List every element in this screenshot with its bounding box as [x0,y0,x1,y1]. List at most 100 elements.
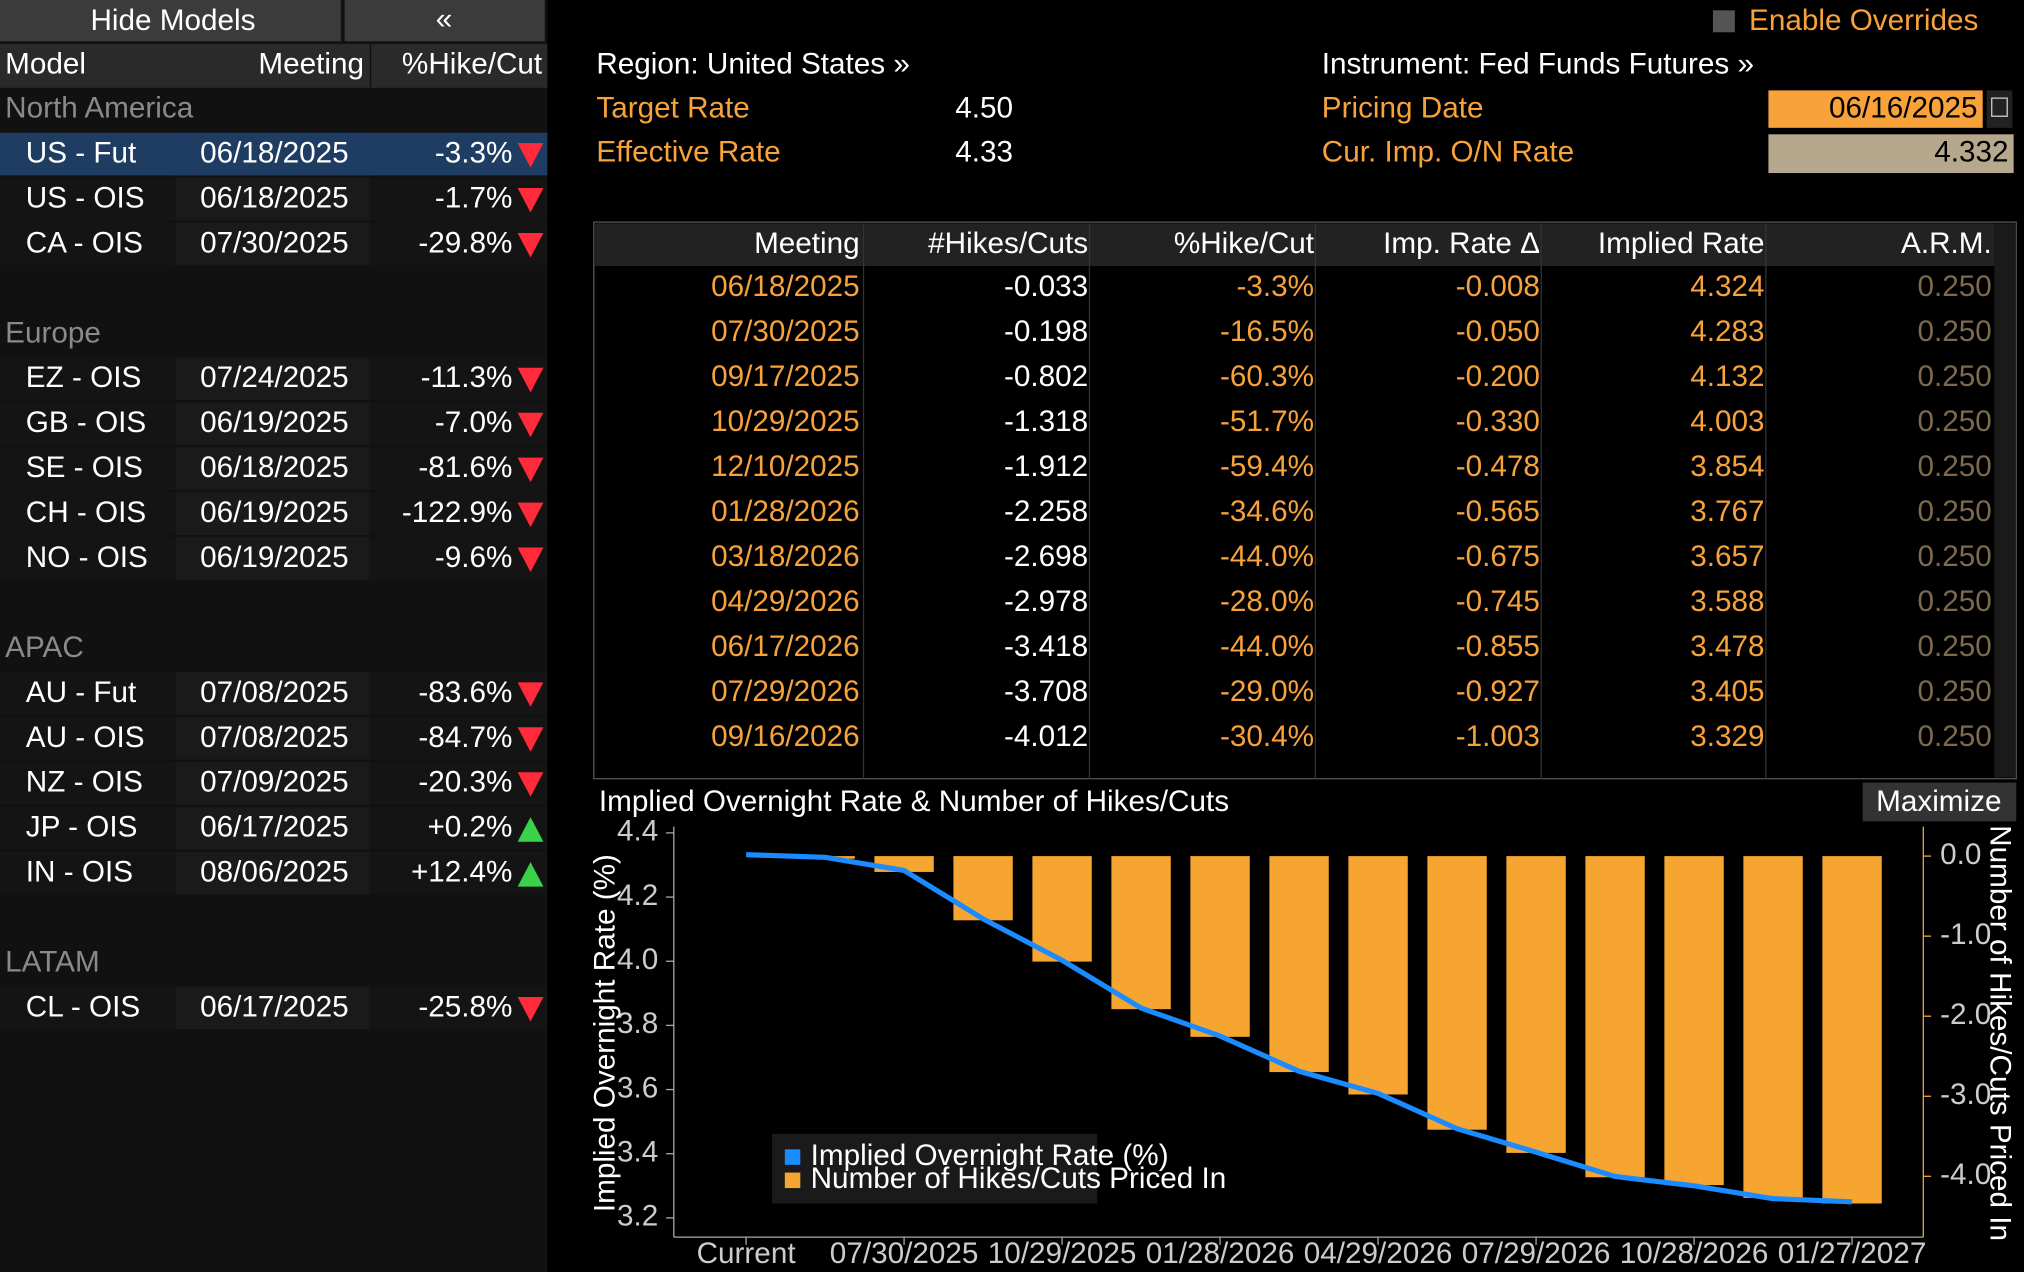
table-cell: 4.003 [1690,405,1764,438]
table-cell: -16.5% [1220,315,1314,348]
y2-tick-label: 0.0 [1940,838,1981,871]
meeting-cell-bg [175,222,370,266]
bar [1822,856,1882,1204]
field-label: Target Rate [596,92,749,125]
model-meeting: 08/06/2025 [200,856,349,889]
y-tick-label: 4.2 [617,879,658,912]
col-header: %Hike/Cut [402,48,543,81]
table-cell: -4.012 [1004,720,1088,753]
table-cell: -0.478 [1456,450,1540,483]
table-cell: 3.657 [1690,540,1764,573]
model-name: GB - OIS [26,406,146,439]
bar [1743,856,1803,1198]
model-pct: -122.9% [402,496,513,529]
meeting-cell-bg [175,357,370,401]
direction-arrow [517,682,544,707]
table-col-header: A.R.M. [1901,227,1992,260]
table-cell: -2.698 [1004,540,1088,573]
calendar-icon [1991,97,2008,117]
table-cell: -1.003 [1456,720,1540,753]
bar [1664,856,1724,1186]
x-tick-label: 10/29/2025 [988,1237,1137,1270]
y-tick-label: 3.6 [617,1071,658,1104]
hide-models-label[interactable]: Hide Models [90,4,255,37]
group-label: APAC [5,631,84,664]
scrollbar[interactable] [1994,223,2015,778]
bar [1427,856,1487,1130]
table-cell: 3.478 [1690,630,1764,663]
table-cell: 3.854 [1690,450,1764,483]
model-pct: +0.2% [427,811,512,844]
direction-arrow [517,232,544,258]
table-cell: 01/28/2026 [711,495,860,528]
table-col-header: %Hike/Cut [1174,227,1315,260]
hide-models-button[interactable] [0,0,341,42]
table-cell: -0.675 [1456,540,1540,573]
table-cell: -34.6% [1220,495,1314,528]
direction-arrow [517,143,544,168]
table-cell: -2.978 [1004,585,1088,618]
table-cell: -60.3% [1220,360,1314,393]
collapse-label[interactable]: « [436,3,453,36]
direction-arrow [517,367,544,393]
direction-arrow [517,412,544,438]
model-name: SE - OIS [26,451,143,484]
model-name: CL - OIS [26,990,140,1023]
y2-tick-label: -3.0 [1940,1078,1991,1111]
model-meeting: 06/18/2025 [200,137,349,170]
table-cell: 3.405 [1690,675,1764,708]
table-cell: 09/16/2026 [711,720,860,753]
maximize-label[interactable]: Maximize [1876,785,2001,818]
model-pct: -11.3% [421,361,513,394]
col-header: Meeting [258,48,364,81]
legend-label: Number of Hikes/Cuts Priced In [811,1162,1227,1195]
table-cell: 3.329 [1690,720,1764,753]
table-header [595,223,1995,267]
model-name: JP - OIS [26,811,138,844]
maximize-button[interactable] [1862,782,2017,822]
model-meeting: 06/18/2025 [200,181,349,214]
model-meeting: 07/30/2025 [200,226,349,259]
table-col-header: Imp. Rate Δ [1383,227,1540,260]
direction-arrow [517,457,544,483]
field-value: 4.33 [955,136,1013,169]
y-tick-label: 3.2 [617,1200,658,1233]
override-checkbox[interactable] [1712,10,1735,33]
group-label: North America [5,92,194,125]
region[interactable]: Region: United States » [596,48,909,81]
table-cell: -29.0% [1220,675,1314,708]
table-cell: -1.912 [1004,450,1088,483]
table-cell: 0.250 [1917,720,1991,753]
table-cell: 09/17/2025 [711,360,860,393]
meeting-cell-bg [175,447,370,490]
collapse-button[interactable] [344,0,545,42]
meeting-cell-bg [175,177,370,221]
y-tick-label: 3.8 [617,1007,658,1040]
meeting-cell-bg [175,537,370,580]
table-cell: 06/18/2025 [711,270,860,303]
enable-overrides[interactable]: Enable Overrides [1749,4,1978,37]
model-pct: -81.6% [418,451,512,484]
meeting-cell-bg [175,986,370,1030]
model-pct: -29.8% [418,226,512,259]
y2-tick-label: -2.0 [1940,998,1991,1031]
model-meeting: 06/19/2025 [200,406,349,439]
model-meeting: 06/19/2025 [200,541,349,574]
instrument[interactable]: Instrument: Fed Funds Futures » [1322,48,1754,81]
table-cell: -0.050 [1456,315,1540,348]
table-cell: 3.767 [1690,495,1764,528]
field-label: Effective Rate [596,136,780,169]
y2-tick-label: -1.0 [1940,918,1991,951]
table-cell: 12/10/2025 [711,450,860,483]
table-cell: 0.250 [1917,495,1991,528]
table-col-header: #Hikes/Cuts [928,227,1088,260]
pricing-date-input[interactable] [1768,90,1983,128]
calendar-button[interactable] [1986,90,2013,128]
rate-input[interactable] [1768,134,2014,174]
meeting-cell-bg [175,851,370,895]
direction-arrow [517,188,544,213]
table-col-header: Meeting [754,227,860,260]
legend-swatch [784,1149,801,1165]
table-cell: 3.588 [1690,585,1764,618]
table-cell: -30.4% [1220,720,1314,753]
